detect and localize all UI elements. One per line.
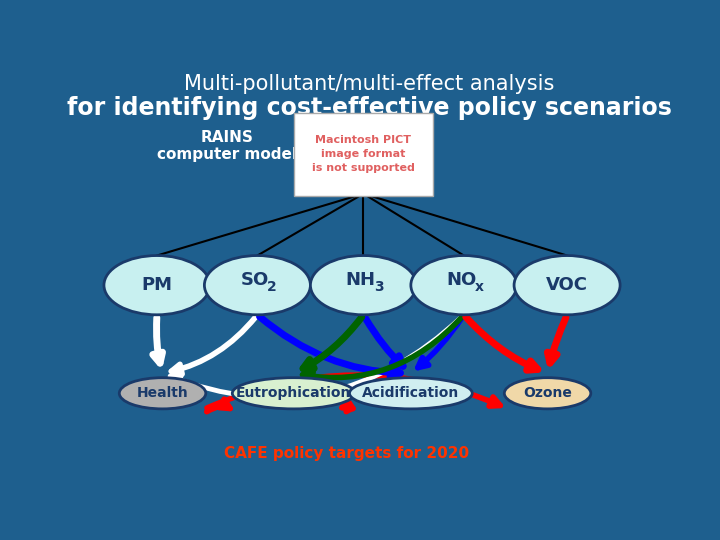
Text: SO: SO <box>240 271 269 289</box>
Text: Eutrophication: Eutrophication <box>236 386 351 400</box>
Text: 3: 3 <box>374 280 384 294</box>
Ellipse shape <box>104 255 210 315</box>
Text: PM: PM <box>141 276 173 294</box>
Ellipse shape <box>411 255 517 315</box>
Text: NH: NH <box>346 271 376 289</box>
Text: Macintosh PICT
image format
is not supported: Macintosh PICT image format is not suppo… <box>312 135 415 173</box>
Text: x: x <box>475 280 484 294</box>
Text: VOC: VOC <box>546 276 588 294</box>
FancyBboxPatch shape <box>294 113 433 196</box>
Text: for identifying cost-effective policy scenarios: for identifying cost-effective policy sc… <box>66 97 672 120</box>
Text: NO: NO <box>446 271 476 289</box>
Text: Multi-pollutant/multi-effect analysis: Multi-pollutant/multi-effect analysis <box>184 73 554 93</box>
Text: Acidification: Acidification <box>362 386 459 400</box>
Text: CAFE policy targets for 2020: CAFE policy targets for 2020 <box>224 446 469 461</box>
Text: 2: 2 <box>266 280 276 294</box>
Ellipse shape <box>504 377 591 409</box>
Text: Health: Health <box>137 386 189 400</box>
Ellipse shape <box>514 255 620 315</box>
Ellipse shape <box>204 255 310 315</box>
Ellipse shape <box>120 377 206 409</box>
Text: Ozone: Ozone <box>523 386 572 400</box>
Text: RAINS
computer model: RAINS computer model <box>157 130 297 162</box>
Ellipse shape <box>233 377 355 409</box>
Ellipse shape <box>349 377 472 409</box>
Ellipse shape <box>310 255 416 315</box>
